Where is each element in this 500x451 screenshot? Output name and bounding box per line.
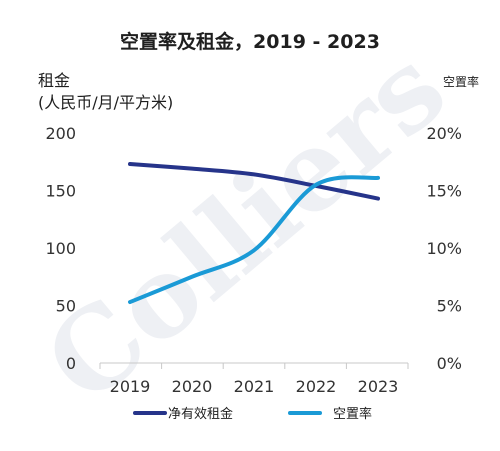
- y-right-tick-label: 5%: [437, 297, 462, 316]
- x-tick-label: 2020: [172, 377, 213, 396]
- chart-title: 空置率及租金，2019 - 2023: [120, 30, 380, 53]
- x-tick-label: 2019: [110, 377, 151, 396]
- y-left-axis-title-line2: (人民币/月/平方米): [38, 93, 173, 112]
- y-left-tick-label: 100: [45, 239, 76, 258]
- x-axis: 2019 2020 2021 2022 2023: [99, 362, 409, 396]
- y-right-tick-label: 15%: [426, 182, 462, 201]
- legend: 净有效租金 空置率: [133, 406, 372, 422]
- x-tick-label: 2022: [296, 377, 337, 396]
- series-line-vacancy: [128, 175, 380, 305]
- y-left-tick-label: 150: [45, 182, 76, 201]
- y-right-tick-label: 10%: [426, 239, 462, 258]
- y-right-tick-label: 0%: [437, 354, 462, 373]
- y-left-tick-label: 200: [45, 124, 76, 143]
- y-left-tick-label: 50: [56, 297, 76, 316]
- y-left-tick-labels: 0 50 100 150 200: [45, 124, 76, 373]
- y-right-tick-labels: 0% 5% 10% 15% 20%: [426, 124, 462, 373]
- series-lines: [128, 162, 380, 305]
- legend-label-vacancy: 空置率: [333, 406, 372, 422]
- legend-label-rent: 净有效租金: [168, 406, 233, 422]
- y-left-tick-label: 0: [66, 354, 76, 373]
- x-tick-label: 2023: [358, 377, 399, 396]
- y-left-axis-title-line1: 租金: [38, 71, 70, 90]
- series-line-rent: [128, 162, 380, 201]
- y-right-axis-title: 空置率: [443, 74, 479, 89]
- watermark: Colliers: [21, 23, 469, 428]
- x-tick-label: 2021: [234, 377, 275, 396]
- y-right-tick-label: 20%: [426, 124, 462, 143]
